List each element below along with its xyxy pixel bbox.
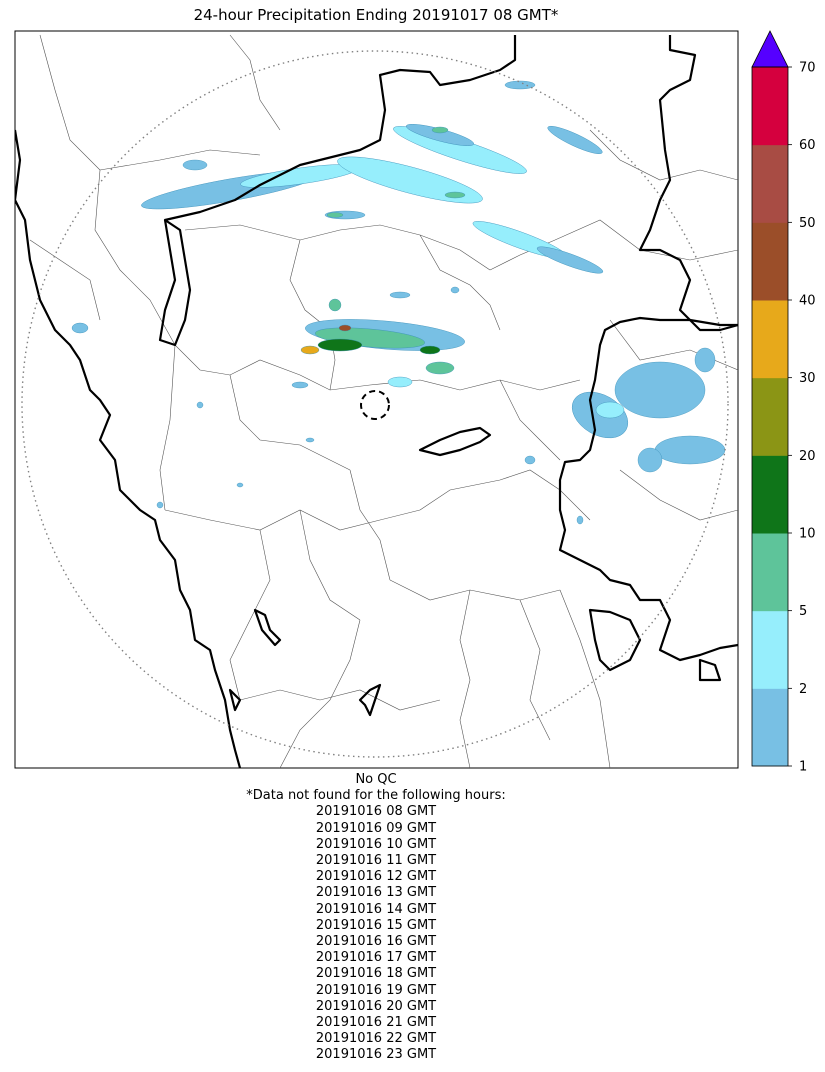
colorbar-label: 40 — [799, 294, 816, 309]
colorbar-extend-arrow — [751, 30, 789, 68]
colorbar: 1 2 5 10 20 30 40 50 60 70 — [751, 30, 816, 775]
colorbar-label: 20 — [799, 449, 816, 464]
missing-hour-item: 20191016 16 GMT — [315, 934, 437, 950]
missing-hour-item: 20191016 11 GMT — [315, 853, 437, 869]
missing-hour-item: 20191016 09 GMT — [315, 820, 437, 836]
colorbar-label: 5 — [799, 604, 807, 619]
missing-hour-item: 20191016 20 GMT — [315, 998, 437, 1014]
colorbar-label: 50 — [799, 216, 816, 231]
colorbar-outline — [751, 66, 789, 767]
colorbar-segment — [752, 377, 788, 456]
colorbar-segment — [752, 533, 788, 612]
state-boundaries — [15, 35, 738, 768]
colorbar-label: 10 — [799, 527, 816, 542]
colorbar-label: 70 — [799, 61, 816, 76]
radar-site-marker — [360, 390, 390, 420]
colorbar-label: 2 — [799, 682, 807, 697]
notes-block: No QC *Data not found for the following … — [0, 772, 752, 1064]
map-title: 24-hour Precipitation Ending 20191017 08… — [193, 6, 559, 24]
missing-hour-item: 20191016 14 GMT — [315, 901, 437, 917]
district-boundaries — [29, 34, 738, 768]
colorbar-label: 60 — [799, 138, 816, 153]
precipitation-areas — [71, 80, 726, 525]
colorbar-segment — [752, 67, 788, 146]
colorbar-segment — [752, 144, 788, 223]
missing-hour-item: 20191016 23 GMT — [315, 1047, 437, 1063]
missing-hour-item: 20191016 15 GMT — [315, 917, 437, 933]
colorbar-label: 1 — [799, 760, 807, 775]
missing-hour-item: 20191016 18 GMT — [315, 966, 437, 982]
colorbar-segment — [752, 222, 788, 301]
missing-hour-item: 20191016 08 GMT — [315, 804, 437, 820]
missing-hour-item: 20191016 17 GMT — [315, 950, 437, 966]
missing-hour-item: 20191016 12 GMT — [315, 869, 437, 885]
qc-note: No QC — [355, 772, 397, 787]
colorbar-segment — [752, 610, 788, 689]
missing-data-header: *Data not found for the following hours: — [246, 788, 506, 804]
missing-hour-item: 20191016 13 GMT — [315, 885, 437, 901]
missing-hours-list: 20191016 08 GMT 20191016 09 GMT 20191016 1… — [0, 804, 752, 1063]
radar-range-ring — [21, 50, 729, 758]
colorbar-segment — [752, 455, 788, 534]
colorbar-segment — [752, 300, 788, 379]
missing-hour-item: 20191016 21 GMT — [315, 1015, 437, 1031]
missing-hour-item: 20191016 19 GMT — [315, 982, 437, 998]
colorbar-label: 30 — [799, 371, 816, 386]
missing-hour-item: 20191016 22 GMT — [315, 1031, 437, 1047]
colorbar-segment — [752, 688, 788, 767]
missing-hour-item: 20191016 10 GMT — [315, 836, 437, 852]
